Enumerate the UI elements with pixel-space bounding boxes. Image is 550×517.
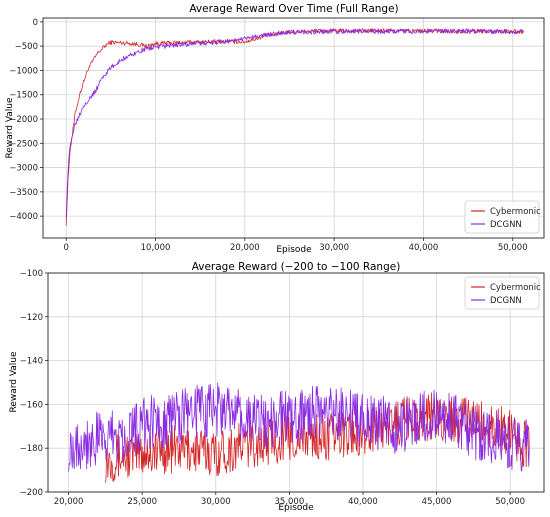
plot-frame [42, 17, 545, 239]
x-tick-labels: 20,000 25,000 30,000 35,000 40,000 45,000 50,0… [54, 492, 525, 507]
x-tick-label: 30,000 [319, 243, 349, 253]
x-tick-label: 20,000 [54, 497, 84, 507]
y-tick-label: −3500 [9, 188, 38, 198]
plot-frame [47, 272, 545, 493]
y-tick-label: −500 [15, 42, 38, 52]
series-line-cybermonic [65, 28, 524, 226]
legend-label: DCGNN [490, 220, 522, 230]
x-tick-label: 50,000 [495, 497, 525, 507]
y-tick-label: −120 [20, 313, 43, 323]
series-lines [65, 28, 524, 226]
y-tick-label: −200 [20, 488, 43, 498]
y-tick-labels: 0 −500 −1000 −1500 −2000 −2500 −3000 −3500 −4000 [9, 18, 43, 222]
legend-label: Cybermonic [490, 207, 541, 217]
x-tick-label: 30,000 [201, 497, 231, 507]
narrow-range-chart: Average Reward (−200 to −100 Range) 20,0… [9, 261, 545, 513]
legend-box [464, 200, 540, 234]
series-line-dcgnn [68, 382, 530, 472]
x-tick-label: 40,000 [409, 243, 439, 253]
x-tick-label: 40,000 [348, 497, 378, 507]
y-tick-label: −1500 [9, 91, 38, 101]
legend-box [464, 276, 540, 310]
series-line-dcgnn [65, 28, 524, 219]
y-tick-label: −160 [20, 400, 43, 410]
series-lines [68, 382, 530, 483]
y-tick-labels: −100 −120 −140 −160 −180 −200 [20, 269, 48, 498]
chart-title: Average Reward Over Time (Full Range) [189, 3, 398, 15]
y-tick-label: −3000 [9, 164, 38, 174]
full-range-chart: Average Reward Over Time (Full Range) 0 1… [5, 3, 545, 255]
x-axis-label: Episode [276, 245, 312, 255]
y-tick-label: −180 [20, 444, 43, 454]
y-tick-label: −4000 [9, 212, 38, 222]
x-tick-label: 0 [64, 243, 69, 253]
legend: Cybermonic DCGNN [464, 200, 541, 234]
y-tick-label: −2500 [9, 139, 38, 149]
y-tick-label: −1000 [9, 66, 38, 76]
x-tick-label: 25,000 [127, 497, 157, 507]
legend: Cybermonic DCGNN [464, 276, 541, 310]
legend-label: DCGNN [490, 296, 522, 306]
y-tick-label: −140 [20, 357, 43, 367]
y-tick-label: −100 [20, 269, 43, 279]
y-axis-label: Reward Value [9, 351, 19, 413]
y-tick-label: 0 [33, 18, 38, 28]
x-tick-label: 50,000 [498, 243, 528, 253]
x-tick-label: 35,000 [275, 497, 305, 507]
chart-title: Average Reward (−200 to −100 Range) [192, 261, 401, 273]
x-tick-label: 20,000 [230, 243, 260, 253]
x-tick-label: 10,000 [141, 243, 171, 253]
legend-label: Cybermonic [490, 283, 541, 293]
grid-lines [43, 18, 544, 238]
x-tick-label: 45,000 [422, 497, 452, 507]
x-tick-labels: 0 10,000 20,000 30,000 40,000 50,000 [64, 238, 528, 253]
y-axis-label: Reward Value [5, 97, 15, 159]
x-axis-label: Episode [278, 503, 314, 513]
y-tick-label: −2000 [9, 115, 38, 125]
